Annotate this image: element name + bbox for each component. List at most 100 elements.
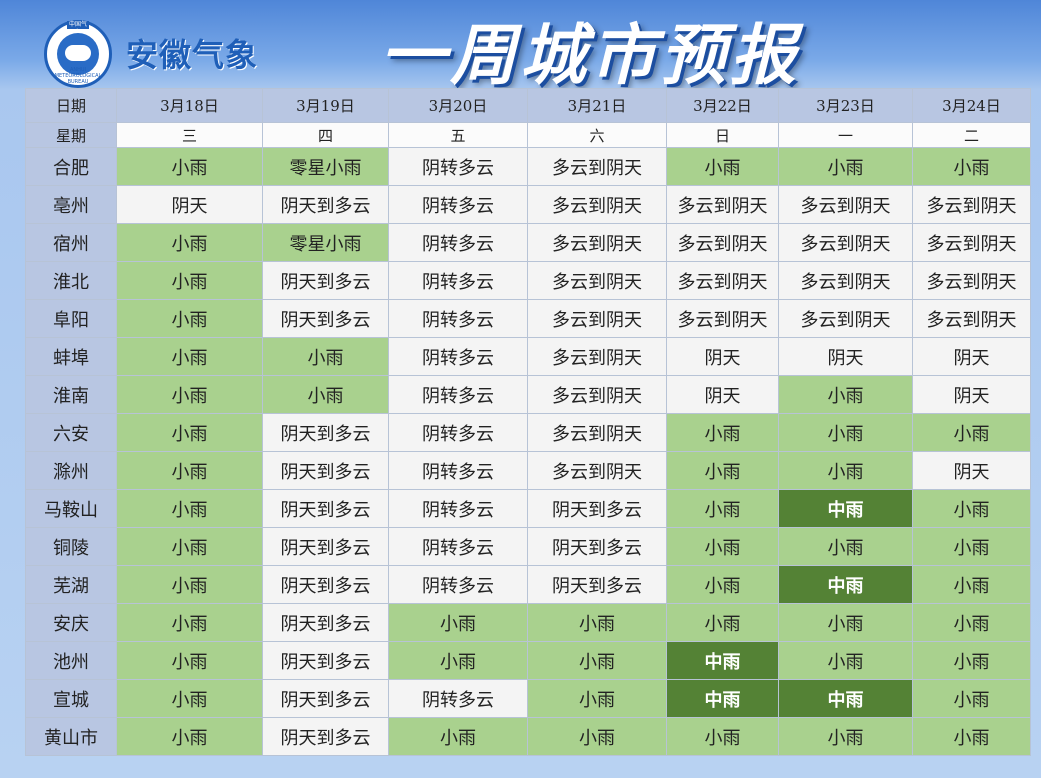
meteorological-bureau-logo: 中国气象 ANHUI METEOROLOGICAL BUREAU [44,20,112,88]
city-name: 淮南 [25,375,117,414]
forecast-cell: 小雨 [778,527,913,566]
city-name: 马鞍山 [25,489,117,528]
forecast-cell: 小雨 [778,717,913,756]
forecast-cell: 阴天到多云 [262,603,389,642]
forecast-cell: 多云到阴天 [527,451,667,490]
forecast-cell: 多云到阴天 [912,261,1031,300]
forecast-cell: 小雨 [116,299,263,338]
weekday-cell: 二 [912,122,1031,148]
city-name: 芜湖 [25,565,117,604]
weekday-cell: 三 [116,122,263,148]
forecast-cell: 中雨 [778,489,913,528]
forecast-cell: 多云到阴天 [527,261,667,300]
cloud-icon [65,45,91,61]
forecast-cell: 小雨 [527,679,667,718]
city-name: 亳州 [25,185,117,224]
forecast-cell: 多云到阴天 [666,261,779,300]
weekday-cell: 六 [527,122,667,148]
forecast-cell: 小雨 [912,489,1031,528]
table-row: 阜阳 小雨 阴天到多云 阴转多云 多云到阴天 多云到阴天 多云到阴天 多云到阴天 [25,299,1031,338]
forecast-cell: 阴天到多云 [262,565,389,604]
date-cell: 3月22日 [666,88,779,123]
forecast-cell: 小雨 [116,717,263,756]
table-row: 六安 小雨 阴天到多云 阴转多云 多云到阴天 小雨 小雨 小雨 [25,413,1031,452]
forecast-cell: 阴转多云 [388,223,528,262]
forecast-cell: 多云到阴天 [527,337,667,376]
forecast-cell: 阴天到多云 [262,451,389,490]
forecast-cell: 小雨 [116,489,263,528]
forecast-cell: 多云到阴天 [778,261,913,300]
forecast-cell: 小雨 [116,337,263,376]
forecast-cell: 多云到阴天 [527,223,667,262]
city-name: 淮北 [25,261,117,300]
cloud-emblem-icon [57,33,99,75]
forecast-cell: 小雨 [912,147,1031,186]
forecast-cell: 小雨 [116,147,263,186]
forecast-cell: 小雨 [116,451,263,490]
table-row: 宣城 小雨 阴天到多云 阴转多云 小雨 中雨 中雨 小雨 [25,679,1031,718]
forecast-cell: 小雨 [116,603,263,642]
forecast-cell: 多云到阴天 [527,185,667,224]
forecast-cell: 小雨 [116,413,263,452]
forecast-cell: 多云到阴天 [527,147,667,186]
date-cell: 3月18日 [116,88,263,123]
logo-tag: 中国气象 [67,21,89,36]
forecast-cell: 小雨 [778,413,913,452]
forecast-cell: 小雨 [388,641,528,680]
forecast-cell: 小雨 [116,679,263,718]
forecast-cell: 阴转多云 [388,527,528,566]
forecast-cell: 小雨 [527,603,667,642]
forecast-cell: 多云到阴天 [527,413,667,452]
city-name: 宿州 [25,223,117,262]
forecast-cell: 阴天到多云 [262,527,389,566]
forecast-cell: 阴天到多云 [262,489,389,528]
table-row: 铜陵 小雨 阴天到多云 阴转多云 阴天到多云 小雨 小雨 小雨 [25,527,1031,566]
weekday-cell: 五 [388,122,528,148]
forecast-cell: 小雨 [666,565,779,604]
forecast-cell: 小雨 [116,527,263,566]
city-name: 安庆 [25,603,117,642]
forecast-cell: 小雨 [778,641,913,680]
forecast-cell: 中雨 [778,565,913,604]
date-cell: 3月20日 [388,88,528,123]
table-row: 马鞍山 小雨 阴天到多云 阴转多云 阴天到多云 小雨 中雨 小雨 [25,489,1031,528]
forecast-cell: 小雨 [912,565,1031,604]
forecast-cell: 小雨 [666,147,779,186]
forecast-cell: 阴转多云 [388,299,528,338]
forecast-cell: 小雨 [912,679,1031,718]
city-name: 宣城 [25,679,117,718]
brand-name: 安徽气象 [126,36,259,74]
forecast-cell: 小雨 [912,717,1031,756]
forecast-cell: 多云到阴天 [778,299,913,338]
forecast-cell: 阴天 [912,337,1031,376]
forecast-cell: 阴转多云 [388,261,528,300]
forecast-cell: 小雨 [912,603,1031,642]
forecast-cell: 小雨 [666,451,779,490]
table-row: 亳州 阴天 阴天到多云 阴转多云 多云到阴天 多云到阴天 多云到阴天 多云到阴天 [25,185,1031,224]
forecast-cell: 阴转多云 [388,451,528,490]
date-cell: 3月24日 [912,88,1031,123]
city-name: 阜阳 [25,299,117,338]
forecast-cell: 阴天到多云 [262,679,389,718]
forecast-cell: 多云到阴天 [666,299,779,338]
forecast-cell: 小雨 [778,603,913,642]
forecast-cell: 多云到阴天 [778,223,913,262]
table-row: 滁州 小雨 阴天到多云 阴转多云 多云到阴天 小雨 小雨 阴天 [25,451,1031,490]
forecast-cell: 阴转多云 [388,413,528,452]
forecast-cell: 小雨 [778,451,913,490]
forecast-cell: 小雨 [262,375,389,414]
forecast-cell: 零星小雨 [262,147,389,186]
forecast-table-body: 日期 3月18日 3月19日 3月20日 3月21日 3月22日 3月23日 3… [25,88,1031,756]
forecast-cell: 阴天到多云 [262,641,389,680]
forecast-cell: 小雨 [666,717,779,756]
forecast-cell: 小雨 [388,603,528,642]
weekday-cell: 一 [778,122,913,148]
forecast-cell: 小雨 [912,641,1031,680]
forecast-cell: 阴转多云 [388,185,528,224]
logo-ring-text: ANHUI METEOROLOGICAL BUREAU [54,67,102,85]
forecast-cell: 阴转多云 [388,565,528,604]
table-row: 蚌埠 小雨 小雨 阴转多云 多云到阴天 阴天 阴天 阴天 [25,337,1031,376]
weekday-row: 星期 三 四 五 六 日 一 二 [25,122,1031,148]
forecast-cell: 小雨 [666,603,779,642]
forecast-cell: 阴天 [666,337,779,376]
